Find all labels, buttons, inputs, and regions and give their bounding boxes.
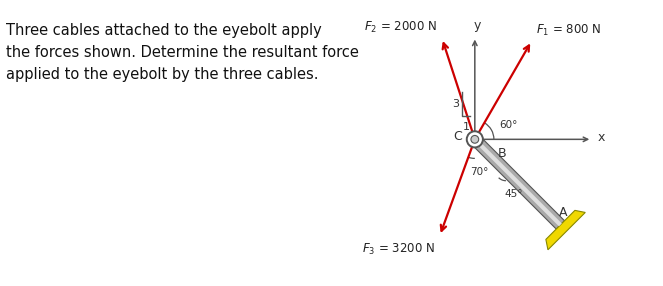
Polygon shape: [476, 140, 562, 226]
Text: $F_1$ = 800 N: $F_1$ = 800 N: [536, 23, 601, 38]
Polygon shape: [546, 210, 585, 250]
Text: x: x: [597, 131, 605, 144]
Text: 60°: 60°: [499, 120, 517, 130]
Text: $F_3$ = 3200 N: $F_3$ = 3200 N: [363, 242, 436, 257]
Text: C: C: [453, 130, 461, 143]
Text: 3: 3: [452, 99, 459, 109]
Text: 70°: 70°: [469, 167, 488, 177]
Polygon shape: [473, 138, 564, 229]
Text: B: B: [497, 147, 506, 160]
Text: $F_2$ = 2000 N: $F_2$ = 2000 N: [364, 20, 437, 35]
Text: 1: 1: [463, 122, 470, 132]
Text: y: y: [474, 19, 481, 32]
Text: A: A: [559, 206, 568, 219]
Text: 45°: 45°: [505, 189, 523, 199]
Circle shape: [467, 131, 483, 147]
Circle shape: [471, 136, 479, 143]
Text: Three cables attached to the eyebolt apply
the forces shown. Determine the resul: Three cables attached to the eyebolt app…: [7, 23, 359, 82]
